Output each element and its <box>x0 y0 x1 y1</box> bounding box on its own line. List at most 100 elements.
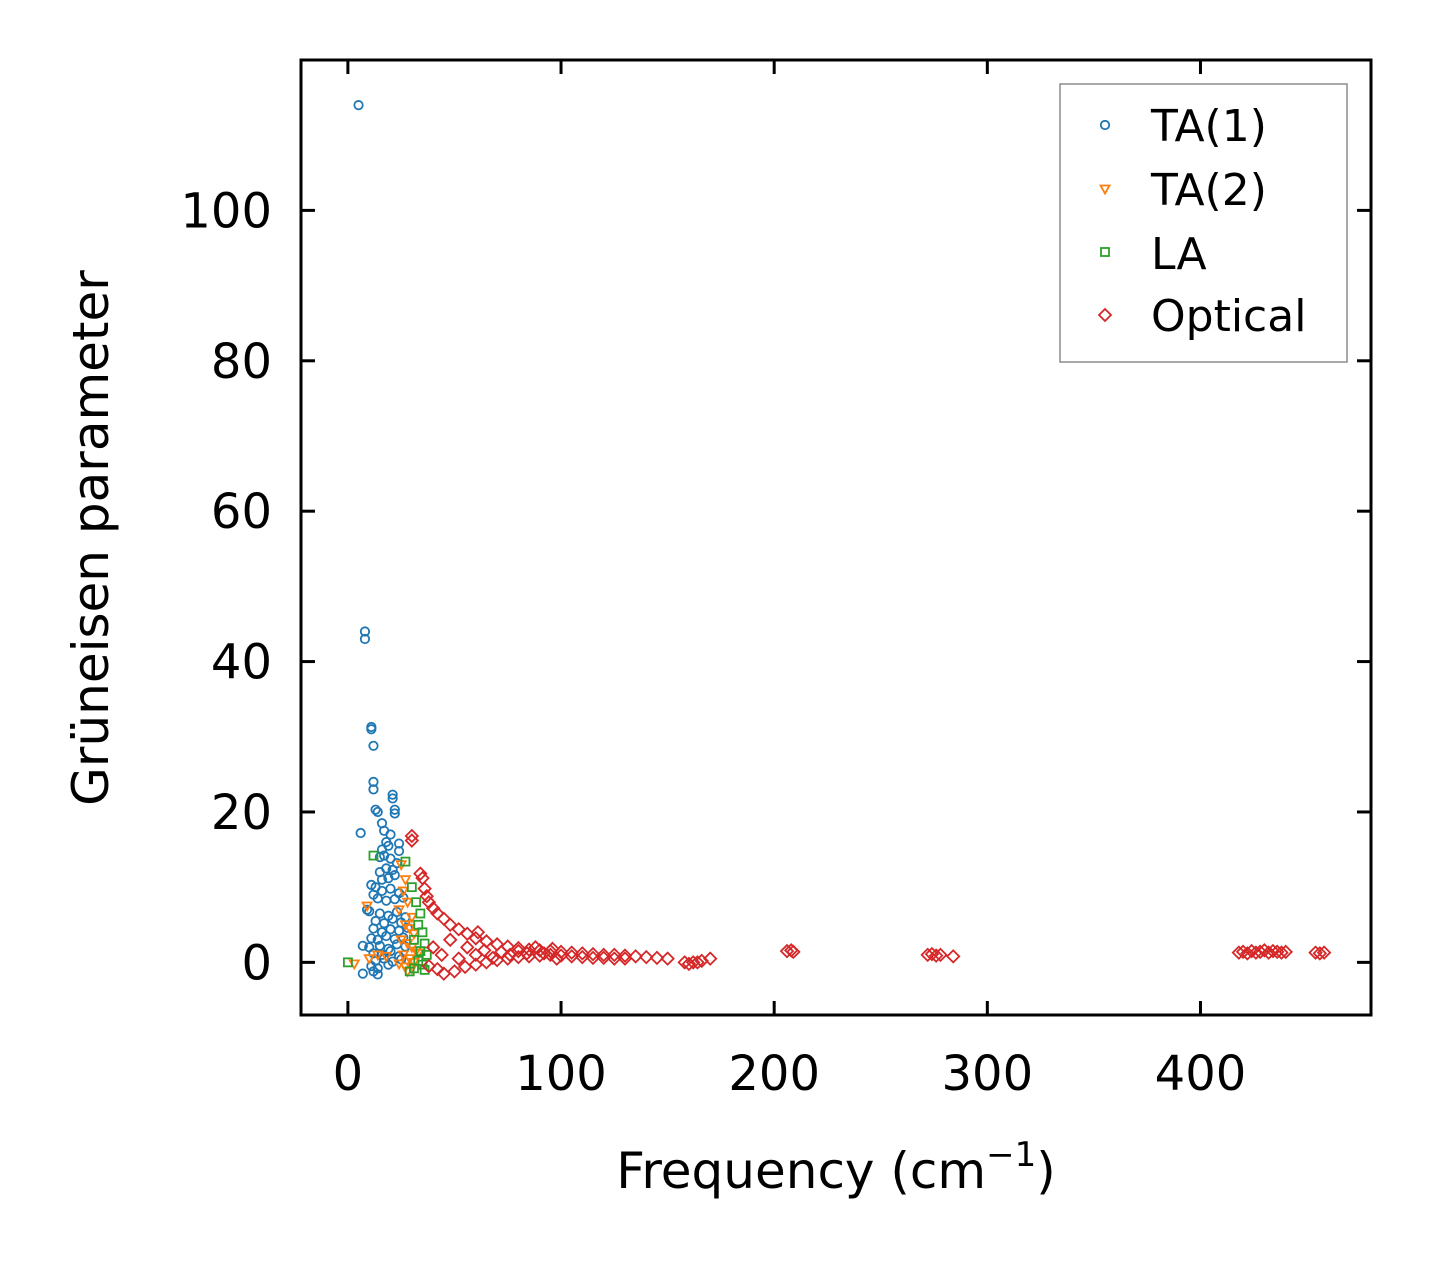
data-point-ta2 <box>363 954 376 965</box>
data-point-ta1 <box>387 789 398 800</box>
data-point-optical <box>442 932 458 948</box>
data-point-optical <box>451 951 467 966</box>
data-point-la <box>411 897 421 908</box>
data-point-ta1 <box>387 793 398 804</box>
data-point-ta1 <box>387 864 398 875</box>
data-point-optical <box>660 951 675 966</box>
data-point-optical <box>421 958 437 974</box>
data-point-ta1 <box>389 808 400 819</box>
data-point-optical <box>564 945 579 960</box>
data-point-ta1 <box>368 784 379 795</box>
data-point-optical <box>924 946 940 962</box>
data-point-ta1 <box>389 804 400 815</box>
data-point-optical <box>596 947 611 963</box>
data-point-la <box>419 964 430 975</box>
data-point-la <box>342 957 353 968</box>
legend-box <box>1059 83 1348 363</box>
data-point-optical <box>1265 943 1281 959</box>
legend-label-ta1: TA(1) <box>1150 101 1267 152</box>
data-point-ta1 <box>353 100 364 111</box>
data-point-la <box>421 949 432 960</box>
legend-marker-ta2 <box>1098 184 1112 196</box>
data-point-optical <box>1312 946 1328 961</box>
data-point-optical <box>564 949 579 964</box>
data-point-ta1 <box>368 740 379 751</box>
legend: TA(1) TA(2) LA Optical <box>1059 83 1348 363</box>
data-point-optical <box>421 894 437 910</box>
y-tick-label: 60 <box>211 484 272 540</box>
data-point-ta1 <box>387 913 398 924</box>
data-point-ta2 <box>399 875 412 886</box>
data-point-ta1 <box>381 895 392 906</box>
data-point-optical <box>1231 945 1247 960</box>
legend-label-la: LA <box>1151 229 1207 280</box>
data-point-ta2 <box>397 886 410 898</box>
data-point-optical <box>459 940 475 955</box>
x-tick-label: 100 <box>515 1046 607 1102</box>
data-point-optical <box>494 944 509 960</box>
legend-marker-la <box>1100 247 1110 257</box>
legend-marker-ta1 <box>1099 119 1111 131</box>
data-point-optical <box>451 922 467 937</box>
data-point-la <box>406 882 417 893</box>
x-tick-label: 0 <box>333 1046 364 1102</box>
data-points <box>342 100 1332 981</box>
data-point-ta1 <box>385 829 396 840</box>
data-point-optical <box>596 950 611 966</box>
data-point-ta1 <box>357 940 368 951</box>
data-point-optical <box>549 951 565 966</box>
data-point-ta2 <box>407 929 421 941</box>
data-point-optical <box>617 951 633 966</box>
data-point-optical <box>468 931 484 946</box>
data-point-optical <box>1257 943 1272 958</box>
legend-label-ta2: TA(2) <box>1150 165 1267 216</box>
data-point-optical <box>607 947 622 963</box>
data-point-ta1 <box>368 923 379 934</box>
data-point-ta1 <box>366 933 377 944</box>
data-point-la <box>400 856 411 867</box>
data-point-optical <box>690 955 705 970</box>
data-point-ta1 <box>376 874 388 885</box>
data-point-optical <box>417 881 432 896</box>
data-point-ta1 <box>389 870 400 881</box>
data-point-ta2 <box>380 951 393 963</box>
data-point-ta1 <box>372 934 383 945</box>
x-tick-label: 400 <box>1155 1046 1247 1102</box>
data-point-optical <box>545 941 560 957</box>
data-point-ta2 <box>401 897 414 909</box>
data-point-optical <box>511 940 526 956</box>
data-point-ta1 <box>385 883 396 894</box>
data-point-optical <box>1252 944 1268 960</box>
legend-marker-optical <box>1097 307 1113 323</box>
data-point-ta1 <box>366 724 377 735</box>
data-point-ta1 <box>370 804 381 815</box>
data-point-la <box>404 966 415 977</box>
data-point-ta1 <box>357 968 368 979</box>
data-point-optical <box>575 949 590 965</box>
data-point-optical <box>617 948 633 963</box>
data-point-optical <box>477 943 492 958</box>
data-point-optical <box>404 833 420 848</box>
x-tick-label: 300 <box>942 1046 1034 1102</box>
data-point-ta1 <box>372 806 383 818</box>
data-point-optical <box>459 926 475 942</box>
data-point-optical <box>425 940 441 955</box>
data-point-optical <box>485 950 501 966</box>
data-point-optical <box>920 947 935 963</box>
x-axis-ticks: 0 100 200 300 400 <box>333 60 1247 1102</box>
data-point-ta1 <box>355 827 366 839</box>
data-point-optical <box>404 828 420 844</box>
data-point-ta2 <box>371 950 384 962</box>
data-point-ta1 <box>398 892 409 903</box>
data-point-ta1 <box>379 918 390 929</box>
data-point-optical <box>1278 944 1294 960</box>
data-point-optical <box>447 964 462 979</box>
data-point-optical <box>945 949 961 964</box>
data-point-ta1 <box>366 961 377 972</box>
data-point-la <box>409 934 419 945</box>
data-point-ta1 <box>393 845 405 857</box>
data-point-optical <box>933 947 948 963</box>
data-point-optical <box>442 917 458 933</box>
x-tick-label: 200 <box>728 1046 820 1102</box>
